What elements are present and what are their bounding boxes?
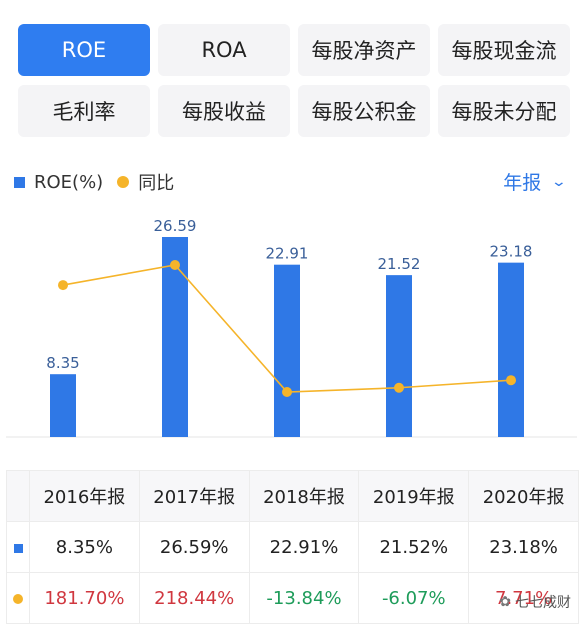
table-cell: 7.71% [468,572,579,624]
chevron-down-icon: ⌄ [550,173,568,190]
watermark: ✿ 七七成财 [499,592,571,612]
watermark-text: 七七成财 [515,595,571,611]
table-cell: -6.07% [358,572,470,624]
data-table: 2016年报 2017年报 2018年报 2019年报 2020年报 8.35%… [6,470,579,624]
table-cell: 8.35% [29,521,140,573]
table-header-cell: 2017年报 [138,470,250,522]
table-cell: 218.44% [138,572,250,624]
roe-row-marker-icon [13,543,23,553]
table-header-cell: 2019年报 [358,470,470,522]
roe-bar [386,275,412,437]
tab-undistributed-per-share[interactable]: 每股未分配 [438,85,570,137]
bar-data-label: 21.52 [378,255,421,273]
yoy-point [170,260,180,270]
table-cell: 181.70% [29,572,140,624]
line-legend-icon [117,176,130,188]
tab-net-asset-per-share[interactable]: 每股净资产 [298,24,430,76]
tab-cash-flow-per-share[interactable]: 每股现金流 [438,24,570,76]
yoy-point [282,387,292,397]
table-header-row: 2016年报 2017年报 2018年报 2019年报 2020年报 [6,470,579,522]
tab-roe[interactable]: ROE [18,24,150,76]
table-cell: -13.84% [248,572,360,624]
table-header-cell: 2020年报 [468,470,579,522]
roe-bar [274,264,300,437]
table-header-cell: 2018年报 [248,470,360,522]
bar-data-label: 23.18 [490,243,533,261]
yoy-point [58,280,68,291]
table-header-cell: 2016年报 [29,470,140,522]
period-selector[interactable]: 年报 ⌄ [503,168,568,195]
bar-data-label: 8.35 [46,354,79,372]
table-cell: 23.18% [468,521,579,573]
table-cell: 22.91% [248,521,360,573]
bar-legend-icon [14,176,25,188]
bar-data-label: 26.59 [154,217,197,235]
table-row-yoy: 181.70% 218.44% -13.84% -6.07% 7.71% [6,572,579,624]
table-cell: 26.59% [138,521,250,573]
yoy-point [394,382,404,393]
yoy-row-marker-icon [13,593,23,604]
roe-bar [162,237,188,437]
tab-eps[interactable]: 每股收益 [158,85,290,137]
roe-chart: 8.35 26.59 22.91 21.52 23.18 [6,217,577,438]
chart-legend: ROE(%) 同比 [14,170,174,194]
bar-data-label: 22.91 [266,245,309,263]
roe-bar [498,262,524,437]
period-label: 年报 [503,172,542,194]
legend-roe-label: ROE(%) [34,171,104,193]
tab-gross-margin[interactable]: 毛利率 [18,85,150,137]
legend-yoy-label: 同比 [138,173,175,194]
tab-reserve-per-share[interactable]: 每股公积金 [298,85,430,137]
yoy-point [506,375,516,386]
table-row-roe: 8.35% 26.59% 22.91% 21.52% 23.18% [6,521,579,573]
roe-bar [50,374,76,437]
wechat-icon: ✿ [499,594,511,610]
table-cell: 21.52% [358,521,470,573]
tab-roa[interactable]: ROA [158,24,290,76]
